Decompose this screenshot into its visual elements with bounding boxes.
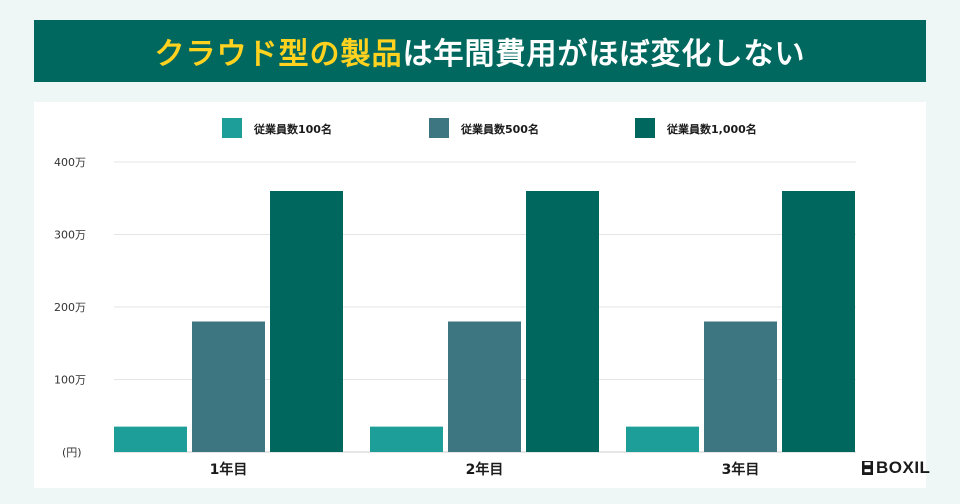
x-tick-label: 3年目 <box>722 461 760 478</box>
chart-title: クラウド型の製品は年間費用がほぼ変化しない <box>155 29 806 73</box>
chart-panel: 100万 200万 300万 400万 (円) 1年目 2年目 3年目 従業員数100名 従業員数… <box>34 102 926 488</box>
y-tick-label: 200万 <box>54 301 86 314</box>
y-axis-unit: (円) <box>62 446 82 459</box>
legend-label: 従業員数1,000名 <box>666 122 757 136</box>
x-tick-label: 1年目 <box>210 461 248 478</box>
legend-swatch <box>635 118 655 138</box>
title-rest: は年間費用がほぼ変化しない <box>402 37 806 72</box>
legend-swatch <box>429 118 449 138</box>
legend-label: 従業員数100名 <box>253 122 332 136</box>
brand-mark-icon: ■■ ■■ <box>862 461 873 475</box>
y-tick-label: 300万 <box>54 229 86 242</box>
brand-logo: ■■ ■■ BOXIL <box>862 458 930 478</box>
bar <box>114 426 187 452</box>
bar <box>448 321 521 452</box>
title-highlight: クラウド型の製品 <box>154 37 403 72</box>
bar-chart: 100万 200万 300万 400万 (円) 1年目 2年目 3年目 従業員数100名 従業員数… <box>54 118 856 478</box>
bar <box>192 321 265 452</box>
bar <box>526 191 599 452</box>
bar <box>782 191 855 452</box>
bar <box>626 426 699 452</box>
title-banner: クラウド型の製品は年間費用がほぼ変化しない <box>34 20 926 82</box>
bar <box>704 321 777 452</box>
bar <box>370 426 443 452</box>
y-tick-label: 100万 <box>54 374 86 387</box>
legend-swatch <box>222 118 242 138</box>
bar <box>270 191 343 452</box>
x-tick-label: 2年目 <box>466 461 504 478</box>
brand-name: BOXIL <box>876 458 931 477</box>
y-tick-label: 400万 <box>54 156 86 169</box>
legend-label: 従業員数500名 <box>460 122 539 136</box>
